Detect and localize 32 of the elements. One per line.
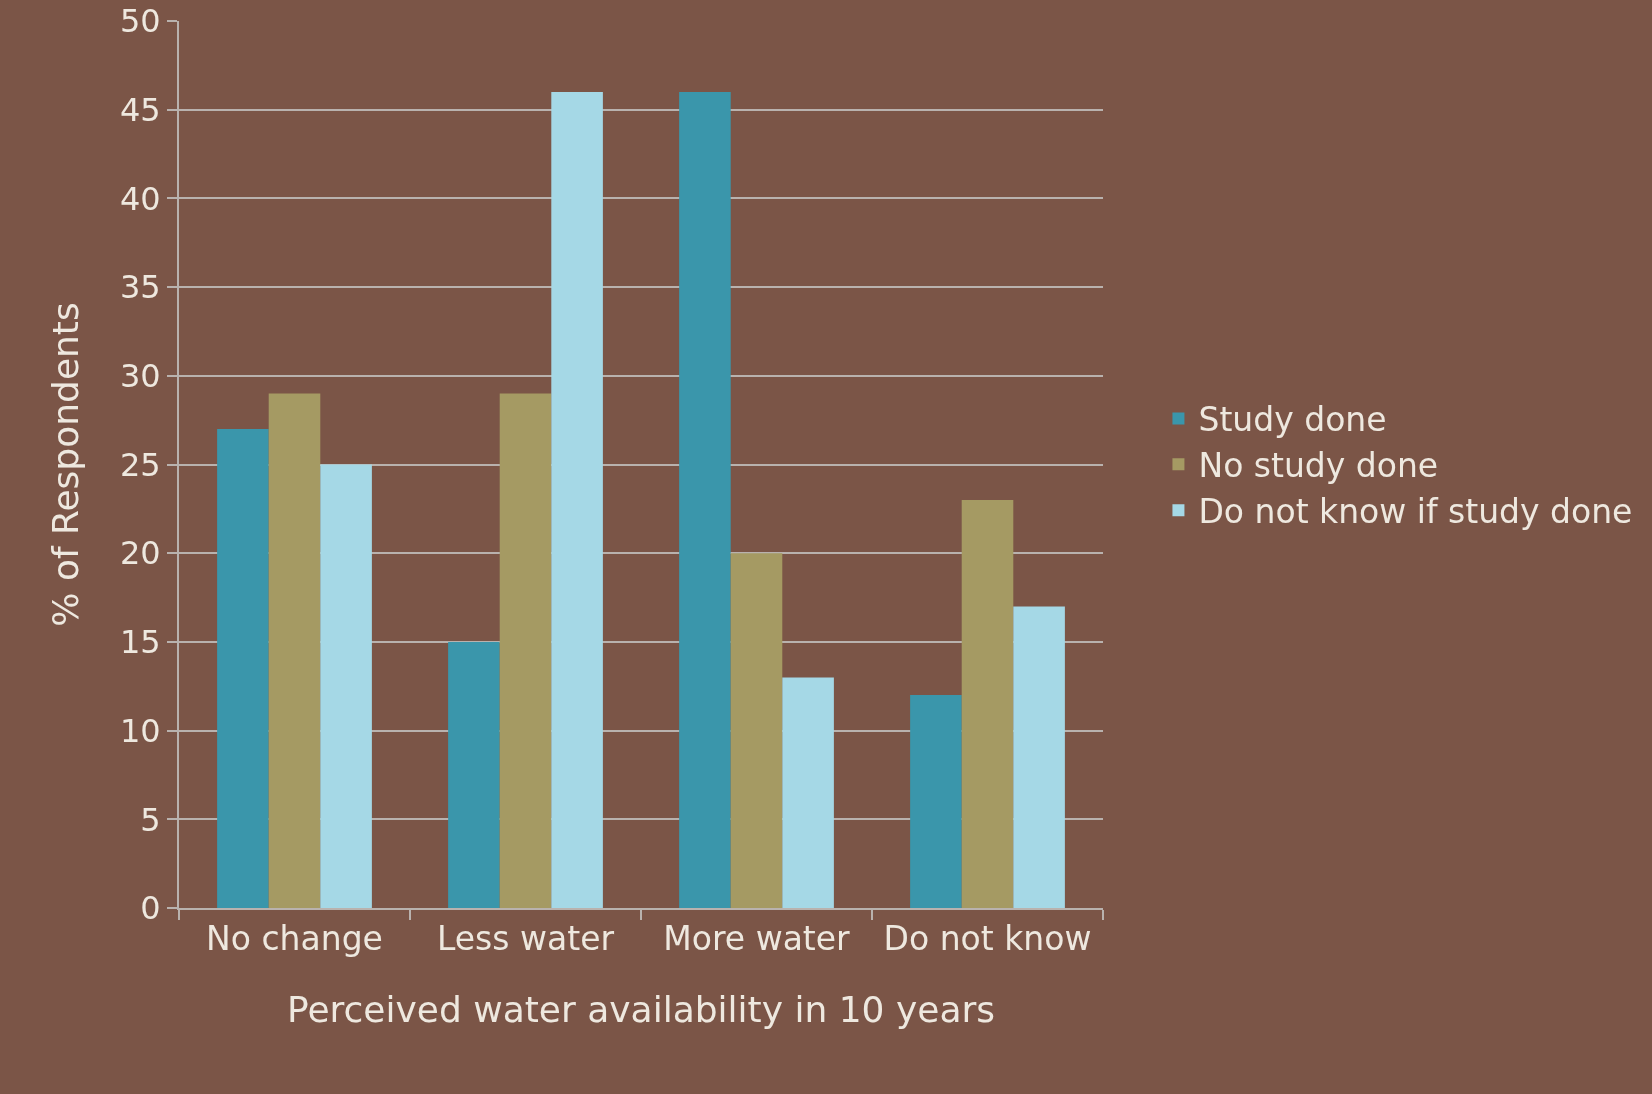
bar	[320, 464, 372, 908]
x-tick-label: More water	[663, 918, 851, 958]
legend-label: No study done	[1198, 446, 1439, 486]
bar	[268, 393, 321, 908]
bar	[217, 429, 269, 908]
bar	[499, 393, 552, 908]
y-tick-label: 20	[119, 534, 161, 573]
y-tick-label: 5	[140, 800, 161, 839]
x-tick-label: No change	[206, 918, 383, 958]
y-tick-label: 0	[140, 889, 161, 928]
bar	[730, 553, 783, 908]
y-tick-label: 50	[119, 2, 161, 41]
y-tick-label: 15	[119, 623, 161, 662]
x-tick-label: Do not know	[883, 918, 1092, 958]
bar	[679, 91, 731, 908]
y-axis-title: % of Respondents	[45, 302, 87, 627]
y-tick-label: 35	[119, 268, 161, 307]
y-tick-label: 10	[119, 711, 161, 750]
legend-label: Study done	[1198, 400, 1387, 440]
x-tick-label: Less water	[436, 918, 615, 958]
bar	[782, 677, 834, 908]
bar	[961, 499, 1014, 908]
y-tick-label: 25	[119, 445, 161, 484]
y-tick-label: 40	[119, 179, 161, 218]
y-tick-label: 30	[119, 357, 161, 395]
bar	[448, 641, 500, 908]
y-tick-label: 45	[119, 90, 161, 129]
legend-label: Do not know if study done	[1198, 492, 1633, 532]
bar	[1013, 606, 1065, 908]
bar	[910, 695, 962, 908]
bar	[551, 91, 603, 908]
x-axis-title: Perceived water availability in 10 years	[286, 988, 996, 1030]
